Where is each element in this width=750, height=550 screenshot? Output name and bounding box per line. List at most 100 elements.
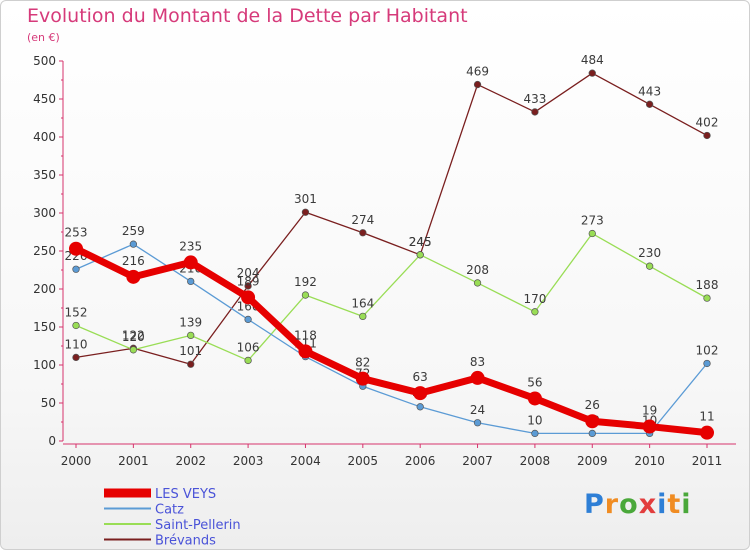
y-tick-label: 150 xyxy=(33,320,56,334)
logo-letter: P xyxy=(584,489,605,520)
data-point-les-veys xyxy=(298,344,313,359)
data-point-saint-pellerin xyxy=(359,312,367,321)
data-point-les-veys xyxy=(241,290,256,305)
x-tick-label: 2003 xyxy=(233,454,264,468)
y-tick-label: 50 xyxy=(41,396,56,410)
data-point-les-veys xyxy=(183,255,198,270)
data-point-les-veys xyxy=(527,391,542,406)
data-label-br-vands: 443 xyxy=(638,84,661,98)
data-label-br-vands: 433 xyxy=(523,92,546,106)
data-point-catz xyxy=(703,359,711,368)
data-label-br-vands: 245 xyxy=(409,235,432,249)
data-point-les-veys xyxy=(585,414,600,429)
chart-subtitle: (en €) xyxy=(27,31,60,44)
y-tick-label: 250 xyxy=(33,244,56,258)
y-tick-label: 0 xyxy=(48,434,56,448)
data-label-les-veys: 253 xyxy=(65,226,88,240)
data-point-br-vands xyxy=(301,208,310,216)
legend-label-br-vands: Brévands xyxy=(155,534,216,549)
data-label-br-vands: 122 xyxy=(122,328,145,342)
data-point-les-veys xyxy=(413,386,428,401)
logo-letter: i xyxy=(681,489,692,520)
data-point-br-vands xyxy=(244,282,252,290)
data-point-saint-pellerin xyxy=(416,251,424,259)
data-point-saint-pellerin xyxy=(531,308,539,316)
x-tick-label: 2002 xyxy=(175,454,206,468)
data-point-br-vands xyxy=(187,360,195,368)
data-label-br-vands: 274 xyxy=(351,213,374,227)
data-label-br-vands: 484 xyxy=(581,53,604,67)
x-tick-label: 2011 xyxy=(692,454,723,468)
chart-title: Evolution du Montant de la Dette par Hab… xyxy=(27,5,468,27)
data-point-catz xyxy=(473,419,482,427)
data-point-les-veys xyxy=(700,425,714,440)
series-line-les-veys xyxy=(72,245,711,437)
data-point-saint-pellerin xyxy=(301,291,310,299)
data-point-saint-pellerin xyxy=(129,346,138,354)
data-label-les-veys: 63 xyxy=(413,370,428,384)
data-label-les-veys: 56 xyxy=(527,375,542,389)
data-point-br-vands xyxy=(359,229,367,237)
data-label-les-veys: 216 xyxy=(122,254,145,268)
data-point-catz xyxy=(187,277,195,286)
series-line-saint-pellerin xyxy=(75,232,708,362)
data-label-les-veys: 19 xyxy=(642,404,657,418)
data-point-br-vands xyxy=(588,69,596,77)
data-point-br-vands xyxy=(72,353,80,362)
x-tick-label: 2005 xyxy=(348,454,379,468)
data-point-catz xyxy=(72,265,80,273)
data-point-saint-pellerin xyxy=(72,321,80,330)
data-label-saint-pellerin: 164 xyxy=(351,296,374,310)
x-tick-label: 2010 xyxy=(634,454,665,468)
data-label-saint-pellerin: 120 xyxy=(122,330,145,344)
data-point-br-vands xyxy=(473,80,482,89)
x-tick-label: 2009 xyxy=(577,454,608,468)
data-point-br-vands xyxy=(645,100,654,108)
x-tick-label: 2007 xyxy=(462,454,493,468)
data-label-les-veys: 26 xyxy=(585,398,600,412)
data-label-les-veys: 235 xyxy=(179,239,202,253)
data-point-br-vands xyxy=(703,131,711,140)
data-label-saint-pellerin: 139 xyxy=(179,315,202,329)
y-tick-label: 500 xyxy=(33,54,56,68)
logo-letter: x xyxy=(638,489,658,520)
y-tick-label: 450 xyxy=(33,92,56,106)
data-label-br-vands: 101 xyxy=(179,344,202,358)
data-label-catz: 259 xyxy=(122,224,145,238)
data-point-les-veys xyxy=(355,371,370,386)
data-label-saint-pellerin: 273 xyxy=(581,214,604,228)
x-tick-label: 2000 xyxy=(61,454,92,468)
data-point-saint-pellerin xyxy=(645,262,654,270)
data-point-catz xyxy=(244,315,252,324)
logo-letter: i xyxy=(657,489,668,520)
data-label-saint-pellerin: 208 xyxy=(466,263,489,277)
data-point-catz xyxy=(588,429,596,438)
data-label-saint-pellerin: 152 xyxy=(65,305,88,319)
y-tick-label: 350 xyxy=(33,168,56,182)
data-label-br-vands: 110 xyxy=(65,337,88,351)
y-tick-label: 200 xyxy=(33,282,56,296)
data-label-saint-pellerin: 245 xyxy=(409,235,432,249)
data-point-saint-pellerin xyxy=(244,356,252,365)
data-point-catz xyxy=(531,429,539,438)
legend-label-saint-pellerin: Saint-Pellerin xyxy=(155,518,241,533)
data-point-saint-pellerin xyxy=(588,229,596,238)
data-label-les-veys: 189 xyxy=(237,274,260,288)
data-label-saint-pellerin: 230 xyxy=(638,246,661,260)
data-label-catz: 10 xyxy=(527,413,542,427)
data-label-les-veys: 11 xyxy=(699,410,714,424)
series-line-br-vands xyxy=(75,72,708,365)
data-label-saint-pellerin: 188 xyxy=(696,278,719,292)
data-point-catz xyxy=(129,240,138,248)
y-tick-label: 400 xyxy=(33,130,56,144)
data-point-les-veys xyxy=(642,419,657,434)
data-label-saint-pellerin: 170 xyxy=(523,292,546,306)
data-label-les-veys: 118 xyxy=(294,328,317,342)
data-point-les-veys xyxy=(69,241,83,256)
logo-letter: t xyxy=(667,489,682,520)
series-line-catz xyxy=(75,243,708,435)
data-label-br-vands: 204 xyxy=(237,266,260,280)
x-tick-label: 2008 xyxy=(520,454,551,468)
